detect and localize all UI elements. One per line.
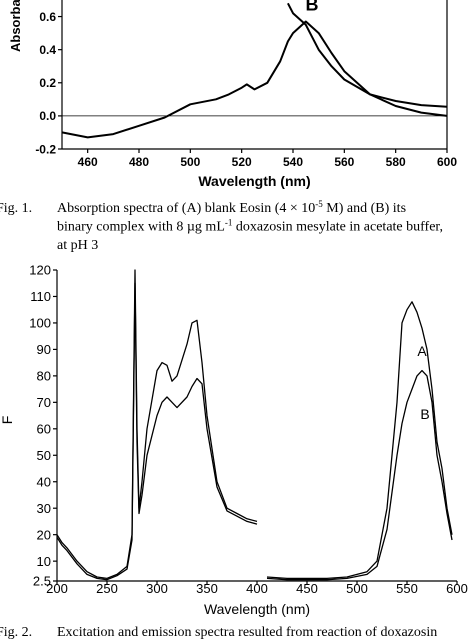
spectrum-line <box>56 269 453 580</box>
x-axis-label: Wavelength (nm) <box>204 601 310 617</box>
caption-line: at pH 3 <box>57 238 98 253</box>
y-axis-label: Absorbance <box>8 0 23 52</box>
y-tick-label: 70 <box>37 395 51 410</box>
y-tick-label: 40 <box>37 474 51 489</box>
y-tick-label: 0.0 <box>39 109 56 123</box>
x-tick-label: 600 <box>446 581 468 596</box>
x-tick-label: 350 <box>196 581 218 596</box>
curve-label: B <box>306 0 319 14</box>
x-tick-label: 580 <box>386 155 406 169</box>
caption-text: at pH 3 <box>57 238 98 253</box>
x-tick-label: 500 <box>346 581 368 596</box>
y-tick-label: 0.6 <box>39 10 56 24</box>
y-tick-label: 2.5 <box>33 574 51 589</box>
caption-line: Excitation and emission spectra resulted… <box>57 625 437 640</box>
y-tick-label: 120 <box>29 263 51 278</box>
y-tick-label: 20 <box>37 527 51 542</box>
caption-label: Fig. 1. <box>0 201 32 216</box>
caption-text: binary complex with 8 µg mL <box>57 220 225 235</box>
y-tick-label: 100 <box>29 316 51 331</box>
curve-label: A <box>417 343 427 359</box>
y-tick-label: 0.2 <box>39 76 56 90</box>
y-tick-label: 90 <box>37 342 51 357</box>
y-tick-label: -0.2 <box>35 142 56 156</box>
spectrum-line <box>61 20 448 139</box>
caption-text: doxazosin mesylate in acetate buffer, <box>232 220 443 235</box>
spectrum-line <box>287 2 448 108</box>
x-tick-label: 550 <box>396 581 418 596</box>
spectrum-line <box>56 282 453 581</box>
x-tick-label: 520 <box>232 155 252 169</box>
x-tick-label: 600 <box>437 155 457 169</box>
x-tick-label: 560 <box>334 155 354 169</box>
x-tick-label: 500 <box>180 155 200 169</box>
caption-text: M) and (B) its <box>323 201 406 216</box>
caption-text: Excitation and emission spectra resulted… <box>57 625 437 640</box>
y-tick-label: 50 <box>37 448 51 463</box>
caption-text: Absorption spectra of (A) blank Eosin (4… <box>57 201 315 216</box>
y-axis-label: F <box>0 416 15 425</box>
y-tick-label: 60 <box>37 421 51 436</box>
y-tick-label: 10 <box>37 554 51 569</box>
x-tick-label: 250 <box>96 581 118 596</box>
y-tick-label: 80 <box>37 369 51 384</box>
x-tick-label: 300 <box>146 581 168 596</box>
caption-line: binary complex with 8 µg mL-1 doxazosin … <box>57 218 443 235</box>
superscript: -1 <box>225 218 233 228</box>
x-tick-label: 540 <box>283 155 303 169</box>
x-tick-label: 480 <box>129 155 149 169</box>
curve-label: B <box>420 406 429 422</box>
x-tick-label: 460 <box>78 155 98 169</box>
y-tick-label: 0.4 <box>39 43 56 57</box>
superscript: -5 <box>315 199 323 209</box>
x-tick-label: 400 <box>246 581 268 596</box>
y-tick-label: 110 <box>30 289 51 304</box>
x-tick-label: 450 <box>296 581 318 596</box>
caption-label: Fig. 2. <box>0 625 32 640</box>
x-axis-label: Wavelength (nm) <box>198 173 310 189</box>
y-tick-label: 30 <box>37 501 51 516</box>
caption-line: Absorption spectra of (A) blank Eosin (4… <box>57 199 406 216</box>
x-tick-label: 200 <box>46 581 68 596</box>
